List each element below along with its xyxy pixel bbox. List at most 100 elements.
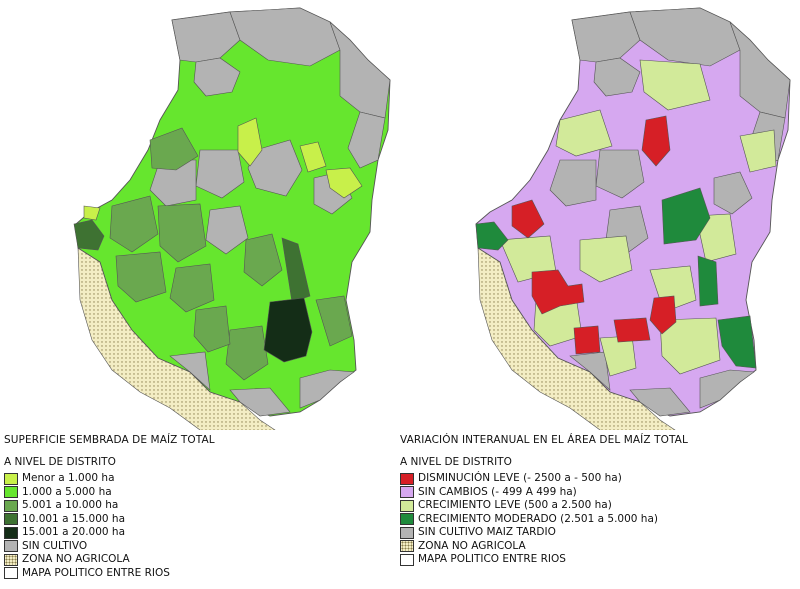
legend-swatch bbox=[4, 472, 18, 485]
legend-label: MAPA POLITICO ENTRE RIOS bbox=[418, 553, 566, 565]
legend-swatch bbox=[400, 486, 414, 499]
legend-item: 10.001 a 15.000 ha bbox=[4, 513, 304, 527]
legend-list: Menor a 1.000 ha 1.000 a 5.000 ha 5.001 a … bbox=[4, 472, 304, 580]
legend-title: SUPERFICIE SEMBRADA DE MAÍZ TOTAL bbox=[4, 434, 215, 446]
district-disminucion-leve bbox=[649, 295, 677, 335]
district-crecimiento-leve bbox=[579, 235, 633, 283]
district-disminucion-leve bbox=[531, 269, 585, 315]
district-5001-10000 bbox=[193, 305, 231, 353]
district-5001-10000 bbox=[315, 295, 353, 347]
legend-label: CRECIMIENTO MODERADO (2.501 a 5.000 ha) bbox=[418, 512, 658, 525]
legend-item: MAPA POLITICO ENTRE RIOS bbox=[400, 553, 700, 567]
district-disminucion-leve bbox=[641, 115, 671, 167]
district-10001-15000 bbox=[281, 237, 311, 303]
district-5001-10000 bbox=[169, 263, 215, 313]
legend-item: ZONA NO AGRICOLA bbox=[400, 540, 700, 554]
legend-item: SIN CULTIVO MAIZ TARDIO bbox=[400, 526, 700, 540]
district-menor-1000 bbox=[299, 141, 327, 173]
legend-swatch bbox=[400, 553, 414, 566]
district-crecimiento-moderado bbox=[475, 221, 509, 251]
legend-swatch bbox=[4, 513, 18, 526]
district-sin-cultivo bbox=[299, 369, 355, 409]
district-sin-cultivo bbox=[229, 7, 341, 67]
legend-label: SIN CAMBIOS (- 499 A 499 ha) bbox=[418, 485, 577, 498]
legend-superficie: SUPERFICIE SEMBRADA DE MAÍZ TOTAL A NIVE… bbox=[4, 434, 304, 580]
district-sin-cultivo bbox=[169, 351, 211, 391]
legend-label: Menor a 1.000 ha bbox=[22, 472, 115, 484]
legend-swatch bbox=[400, 526, 414, 539]
legend-item: 1.000 a 5.000 ha bbox=[4, 486, 304, 500]
district-5001-10000 bbox=[225, 325, 269, 381]
legend-item: ZONA NO AGRICOLA bbox=[4, 553, 304, 567]
legend-swatch bbox=[4, 486, 18, 499]
district-sin-cultivo bbox=[593, 57, 641, 97]
legend-item: CRECIMIENTO LEVE (500 a 2.500 ha) bbox=[400, 499, 700, 513]
district-5001-10000 bbox=[157, 203, 207, 263]
district-10001-15000 bbox=[73, 219, 105, 251]
district-sin-cultivo bbox=[549, 159, 597, 207]
district-sin-cultivo bbox=[595, 149, 645, 199]
district-crecimiento-moderado bbox=[717, 315, 757, 369]
district-crecimiento-leve bbox=[555, 109, 613, 157]
district-menor-1000 bbox=[83, 205, 101, 221]
district-crecimiento-moderado bbox=[697, 255, 719, 307]
right-map-variacion bbox=[400, 0, 800, 430]
legend-label: ZONA NO AGRICOLA bbox=[418, 539, 526, 552]
district-crecimiento-leve bbox=[639, 59, 711, 111]
legend-item: 5.001 a 10.000 ha bbox=[4, 499, 304, 513]
district-5001-10000 bbox=[149, 127, 199, 171]
legend-swatch bbox=[4, 567, 18, 580]
district-sin-cultivo bbox=[699, 369, 755, 409]
legend-label: SIN CULTIVO bbox=[22, 539, 88, 552]
legend-label: 15.001 a 20.000 ha bbox=[22, 526, 126, 538]
district-disminucion-leve bbox=[613, 317, 651, 343]
district-sin-cultivo bbox=[195, 149, 245, 199]
legend-item: Menor a 1.000 ha bbox=[4, 472, 304, 486]
legend-item: MAPA POLITICO ENTRE RIOS bbox=[4, 567, 304, 581]
legend-swatch bbox=[4, 526, 18, 539]
district-sin-cultivo bbox=[229, 387, 291, 417]
district-menor-1000 bbox=[325, 167, 363, 199]
legend-label: 1.000 a 5.000 ha bbox=[22, 485, 112, 498]
district-5001-10000 bbox=[243, 233, 283, 287]
district-sin-cultivo bbox=[629, 7, 741, 67]
district-sin-cultivo bbox=[247, 139, 303, 197]
district-sin-cultivo bbox=[569, 351, 611, 391]
legend-variacion: VARIACIÓN INTERANUAL EN EL ÁREA DEL MAÍZ… bbox=[400, 434, 700, 567]
legend-label: SIN CULTIVO MAIZ TARDIO bbox=[418, 526, 556, 538]
district-disminucion-leve bbox=[573, 325, 601, 355]
district-crecimiento-leve bbox=[659, 317, 721, 375]
district-crecimiento-leve bbox=[695, 213, 737, 263]
district-crecimiento-leve bbox=[739, 129, 777, 173]
legend-item: CRECIMIENTO MODERADO (2.501 a 5.000 ha) bbox=[400, 513, 700, 527]
legend-label: 10.001 a 15.000 ha bbox=[22, 512, 126, 525]
legend-item: DISMINUCIÓN LEVE (- 2500 a - 500 ha) bbox=[400, 472, 700, 486]
legend-list: DISMINUCIÓN LEVE (- 2500 a - 500 ha) SIN … bbox=[400, 472, 700, 567]
legend-label: CRECIMIENTO LEVE (500 a 2.500 ha) bbox=[418, 499, 612, 511]
legend-swatch bbox=[4, 499, 18, 512]
legend-label: ZONA NO AGRICOLA bbox=[22, 553, 130, 565]
district-5001-10000 bbox=[109, 195, 159, 253]
legend-title: VARIACIÓN INTERANUAL EN EL ÁREA DEL MAÍZ… bbox=[400, 434, 688, 446]
district-sin-cultivo bbox=[347, 111, 386, 169]
legend-subtitle: A NIVEL DE DISTRITO bbox=[400, 455, 512, 468]
district-15001-20000 bbox=[263, 297, 313, 363]
district-5001-10000 bbox=[115, 251, 167, 303]
district-crecimiento-moderado bbox=[661, 187, 711, 245]
district-disminucion-leve bbox=[511, 199, 545, 239]
legend-item: 15.001 a 20.000 ha bbox=[4, 526, 304, 540]
district-sin-cultivo bbox=[713, 171, 753, 215]
legend-label: DISMINUCIÓN LEVE (- 2500 a - 500 ha) bbox=[418, 472, 622, 484]
legend-label: MAPA POLITICO ENTRE RIOS bbox=[22, 566, 170, 579]
left-map-superficie bbox=[0, 0, 400, 430]
district-sin-cultivo bbox=[205, 205, 249, 255]
legend-swatch bbox=[400, 540, 414, 553]
legend-swatch bbox=[400, 499, 414, 512]
legend-item: SIN CAMBIOS (- 499 A 499 ha) bbox=[400, 486, 700, 500]
legend-swatch bbox=[400, 513, 414, 526]
district-sin-cultivo bbox=[629, 387, 691, 417]
district-menor-1000 bbox=[237, 117, 263, 167]
legend-swatch bbox=[400, 472, 414, 485]
legend-item: SIN CULTIVO bbox=[4, 540, 304, 554]
legend-swatch bbox=[4, 540, 18, 553]
